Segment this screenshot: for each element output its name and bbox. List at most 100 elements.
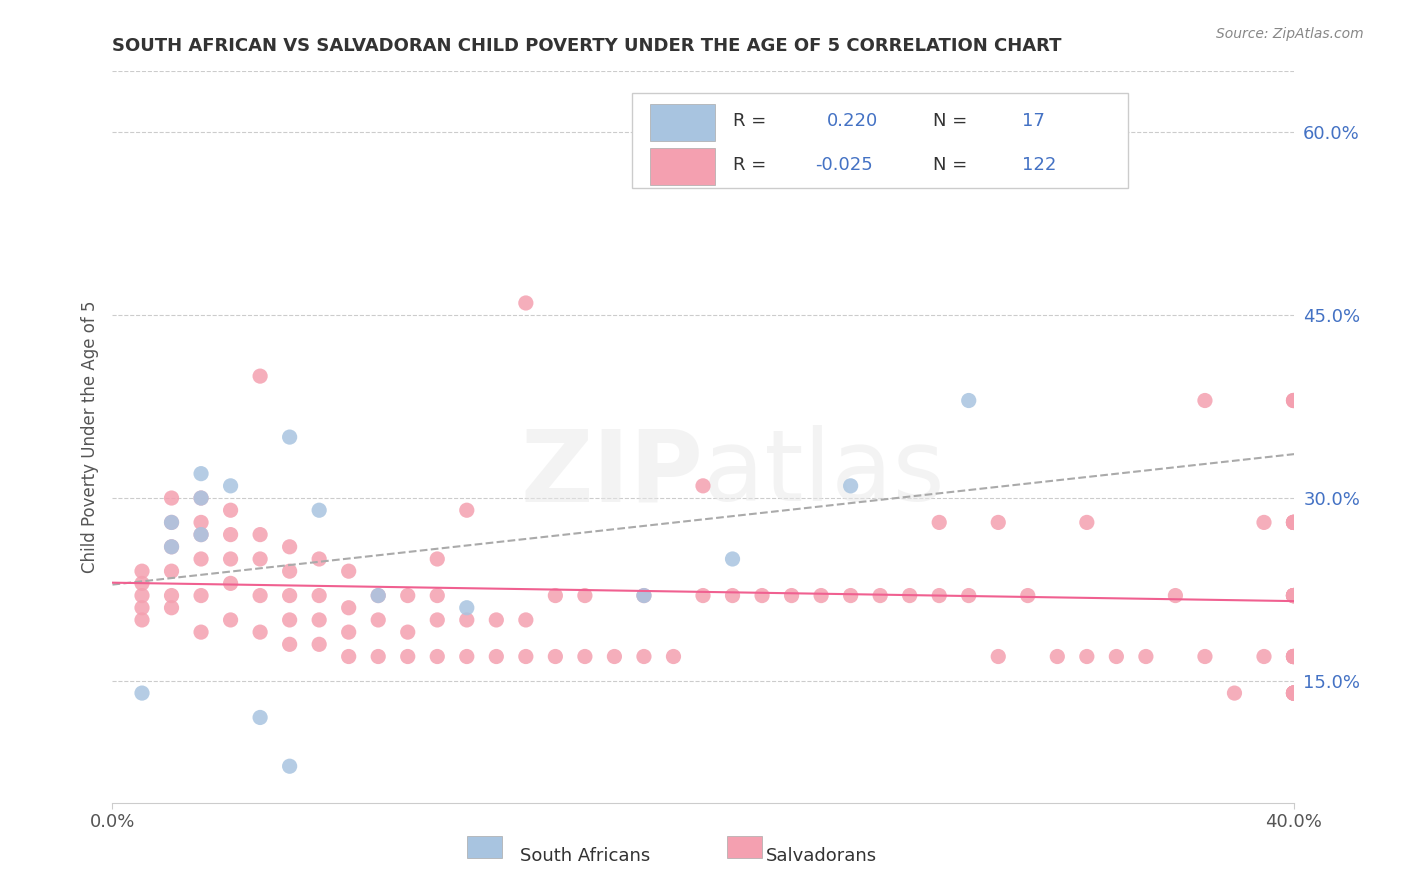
Point — [367, 613, 389, 627]
Point — [839, 479, 862, 493]
Point — [485, 649, 508, 664]
Point — [1046, 649, 1069, 664]
Point — [721, 589, 744, 603]
Point — [160, 516, 183, 530]
Point — [544, 649, 567, 664]
Point — [278, 637, 301, 651]
Point — [219, 552, 242, 566]
Text: Source: ZipAtlas.com: Source: ZipAtlas.com — [1216, 27, 1364, 41]
Point — [633, 649, 655, 664]
Point — [574, 649, 596, 664]
Point — [160, 589, 183, 603]
Point — [515, 296, 537, 310]
Point — [278, 540, 301, 554]
Point — [456, 600, 478, 615]
Point — [278, 564, 301, 578]
Point — [426, 552, 449, 566]
Point — [1076, 649, 1098, 664]
Point — [249, 552, 271, 566]
Point — [810, 589, 832, 603]
Point — [692, 479, 714, 493]
Point — [1282, 686, 1305, 700]
Point — [396, 625, 419, 640]
Text: 122: 122 — [1022, 156, 1056, 174]
Point — [367, 589, 389, 603]
Point — [1282, 649, 1305, 664]
Point — [1282, 393, 1305, 408]
Point — [1282, 649, 1305, 664]
FancyBboxPatch shape — [727, 836, 762, 858]
Point — [337, 625, 360, 640]
Text: Salvadorans: Salvadorans — [765, 847, 877, 864]
Point — [1282, 686, 1305, 700]
Point — [131, 686, 153, 700]
Point — [190, 625, 212, 640]
Point — [249, 527, 271, 541]
Point — [190, 467, 212, 481]
Point — [1105, 649, 1128, 664]
Point — [1282, 589, 1305, 603]
Point — [1282, 649, 1305, 664]
Point — [987, 649, 1010, 664]
Point — [160, 540, 183, 554]
Text: N =: N = — [934, 156, 973, 174]
Point — [308, 637, 330, 651]
FancyBboxPatch shape — [650, 148, 714, 185]
Point — [160, 516, 183, 530]
Text: -0.025: -0.025 — [815, 156, 873, 174]
Point — [1282, 686, 1305, 700]
Point — [190, 516, 212, 530]
Point — [1282, 649, 1305, 664]
Point — [190, 527, 212, 541]
Point — [1253, 516, 1275, 530]
Text: atlas: atlas — [703, 425, 945, 522]
Point — [131, 589, 153, 603]
Text: 0.220: 0.220 — [827, 112, 879, 130]
Point — [219, 527, 242, 541]
Point — [692, 589, 714, 603]
Point — [426, 649, 449, 664]
Point — [190, 552, 212, 566]
Point — [1076, 516, 1098, 530]
Point — [1194, 393, 1216, 408]
Point — [249, 589, 271, 603]
Point — [367, 589, 389, 603]
Point — [367, 649, 389, 664]
Point — [1282, 393, 1305, 408]
Point — [131, 613, 153, 627]
Point — [1282, 589, 1305, 603]
Point — [278, 430, 301, 444]
Point — [219, 613, 242, 627]
Point — [1135, 649, 1157, 664]
Point — [544, 589, 567, 603]
Point — [1282, 516, 1305, 530]
Point — [928, 516, 950, 530]
Point — [160, 491, 183, 505]
Point — [426, 613, 449, 627]
Point — [751, 589, 773, 603]
Point — [1194, 649, 1216, 664]
Point — [662, 649, 685, 664]
Point — [396, 649, 419, 664]
Point — [278, 613, 301, 627]
Point — [1253, 649, 1275, 664]
Point — [987, 516, 1010, 530]
Point — [633, 589, 655, 603]
Point — [1282, 589, 1305, 603]
Point — [1223, 686, 1246, 700]
Point — [1282, 686, 1305, 700]
Text: 17: 17 — [1022, 112, 1045, 130]
Point — [1282, 589, 1305, 603]
Point — [456, 613, 478, 627]
Point — [308, 589, 330, 603]
Point — [515, 613, 537, 627]
Point — [160, 600, 183, 615]
Point — [839, 589, 862, 603]
Point — [308, 613, 330, 627]
Point — [278, 759, 301, 773]
FancyBboxPatch shape — [650, 104, 714, 141]
Point — [869, 589, 891, 603]
Point — [160, 564, 183, 578]
Point — [249, 369, 271, 384]
Point — [1164, 589, 1187, 603]
